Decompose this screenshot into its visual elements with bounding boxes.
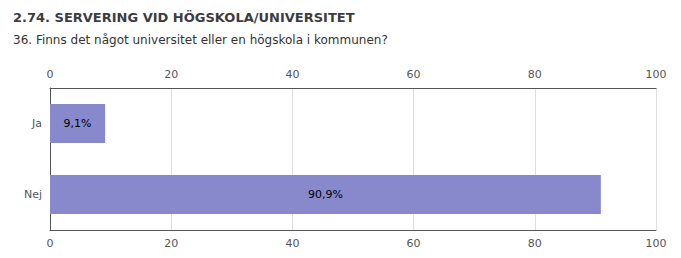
svg-text:36. Finns det något universite: 36. Finns det något universitet eller en… <box>13 33 388 47</box>
svg-text:100: 100 <box>646 237 667 250</box>
svg-text:Ja: Ja <box>31 117 42 130</box>
svg-text:100: 100 <box>646 68 667 81</box>
svg-text:90,9%: 90,9% <box>308 188 343 201</box>
svg-text:80: 80 <box>528 68 542 81</box>
svg-text:40: 40 <box>285 237 299 250</box>
svg-text:Nej: Nej <box>24 188 42 201</box>
svg-text:2.74. SERVERING VID HÖGSKOLA/U: 2.74. SERVERING VID HÖGSKOLA/UNIVERSITET <box>13 10 355 25</box>
svg-text:0: 0 <box>47 237 54 250</box>
svg-text:60: 60 <box>407 68 421 81</box>
svg-text:9,1%: 9,1% <box>64 117 92 130</box>
svg-text:80: 80 <box>528 237 542 250</box>
svg-text:40: 40 <box>285 68 299 81</box>
svg-text:0: 0 <box>47 68 54 81</box>
svg-text:60: 60 <box>407 237 421 250</box>
svg-text:20: 20 <box>164 68 178 81</box>
svg-text:20: 20 <box>164 237 178 250</box>
